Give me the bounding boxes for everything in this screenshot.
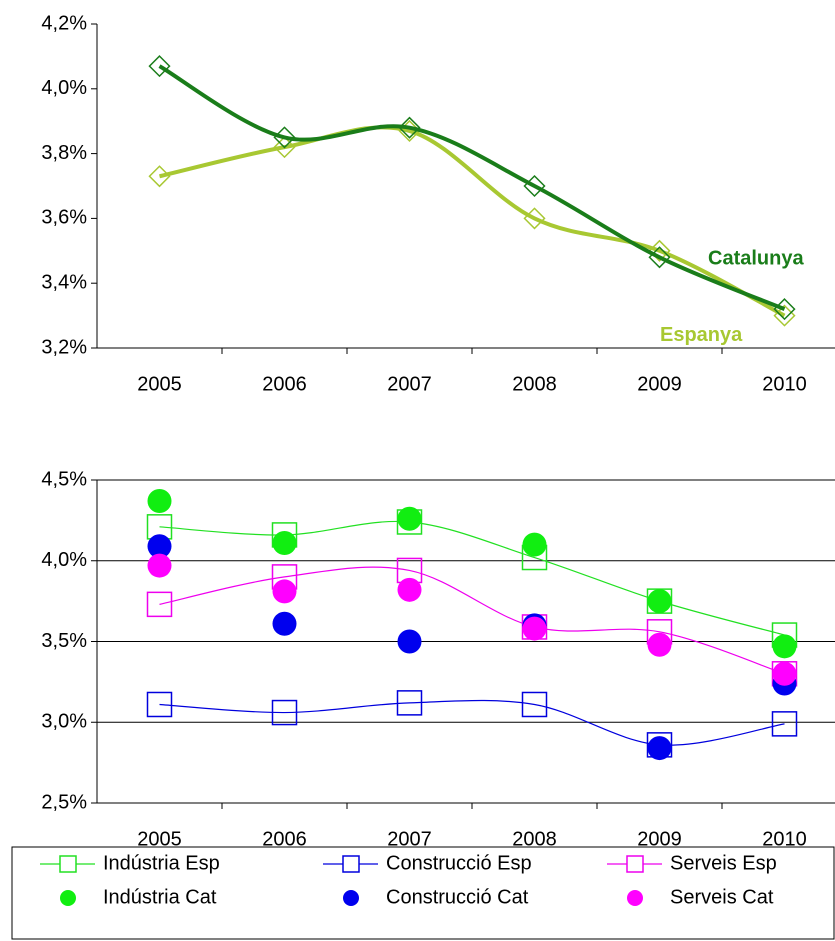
legend-label: Indústria Cat xyxy=(103,886,217,908)
x-tick-label: 2008 xyxy=(512,828,557,850)
x-tick-label: 2005 xyxy=(137,828,182,850)
legend-marker xyxy=(342,855,360,873)
marker xyxy=(273,126,296,149)
marker xyxy=(147,534,172,559)
legend-label: Serveis Esp xyxy=(670,852,777,874)
series-line xyxy=(158,64,786,311)
marker xyxy=(146,691,173,718)
marker xyxy=(648,239,671,262)
y-tick-label: 3,5% xyxy=(41,630,87,652)
legend-label: Construcció Esp xyxy=(386,852,532,874)
marker xyxy=(772,661,797,686)
marker xyxy=(522,532,547,557)
series-line xyxy=(159,520,785,636)
marker xyxy=(272,530,297,555)
y-tick-label: 2,5% xyxy=(41,791,87,813)
marker xyxy=(147,553,172,578)
marker xyxy=(146,591,173,618)
x-tick-label: 2009 xyxy=(637,828,682,850)
x-tick-label: 2010 xyxy=(762,828,807,850)
legend-marker xyxy=(60,890,76,906)
y-tick-label: 3,4% xyxy=(41,271,87,293)
marker xyxy=(647,736,672,761)
x-tick-label: 2009 xyxy=(637,373,682,395)
marker xyxy=(397,506,422,531)
x-tick-label: 2005 xyxy=(137,373,182,395)
y-tick-label: 4,5% xyxy=(41,468,87,490)
legend-label: Serveis Cat xyxy=(670,886,774,908)
x-tick-label: 2007 xyxy=(387,373,432,395)
marker xyxy=(272,611,297,636)
marker xyxy=(648,246,671,269)
series-line xyxy=(159,125,786,318)
marker xyxy=(771,711,798,737)
y-tick-label: 3,0% xyxy=(41,711,87,733)
legend-marker xyxy=(627,890,643,906)
x-tick-label: 2006 xyxy=(262,828,307,850)
marker xyxy=(396,690,423,716)
x-tick-label: 2006 xyxy=(262,373,307,395)
marker xyxy=(521,691,548,718)
series-line xyxy=(159,699,785,746)
marker xyxy=(397,629,422,654)
marker xyxy=(148,165,171,188)
series-line xyxy=(159,566,785,675)
marker xyxy=(647,589,672,614)
marker xyxy=(772,634,797,659)
series-label: Catalunya xyxy=(708,247,804,269)
marker xyxy=(523,174,546,198)
x-tick-label: 2010 xyxy=(762,373,807,395)
y-tick-label: 3,2% xyxy=(41,336,87,358)
marker xyxy=(273,136,296,159)
marker xyxy=(271,699,298,726)
legend-box xyxy=(11,846,835,940)
marker xyxy=(147,488,172,513)
x-tick-label: 2007 xyxy=(387,828,432,850)
y-tick-label: 4,2% xyxy=(41,12,87,34)
marker xyxy=(148,55,171,78)
legend-label: Indústria Esp xyxy=(103,852,220,874)
y-tick-label: 4,0% xyxy=(41,549,87,571)
marker xyxy=(397,577,422,602)
series-label: Espanya xyxy=(660,324,743,346)
legend-marker xyxy=(626,855,644,873)
y-tick-label: 3,8% xyxy=(41,142,87,164)
legend-marker xyxy=(59,855,77,873)
x-tick-label: 2008 xyxy=(512,373,557,395)
marker xyxy=(773,298,796,321)
y-tick-label: 4,0% xyxy=(41,77,87,99)
marker xyxy=(272,579,297,604)
marker xyxy=(647,632,672,657)
legend-label: Construcció Cat xyxy=(386,886,529,908)
marker xyxy=(398,116,421,139)
y-tick-label: 3,6% xyxy=(41,207,87,229)
marker xyxy=(522,616,547,641)
legend-marker xyxy=(343,890,359,906)
marker xyxy=(523,207,546,230)
